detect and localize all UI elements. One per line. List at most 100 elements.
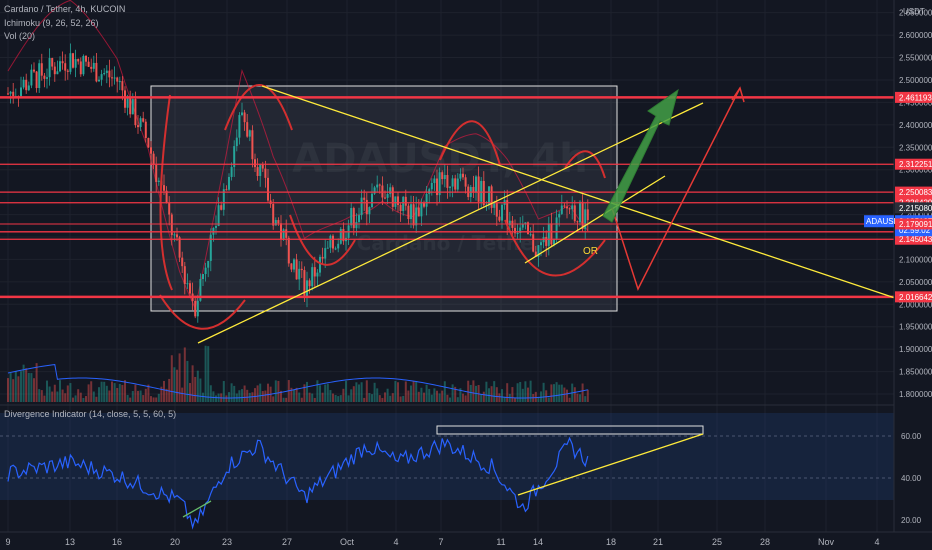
volume-bar bbox=[92, 391, 95, 402]
volume-bar bbox=[332, 393, 334, 402]
time-tick: 18 bbox=[606, 537, 616, 547]
volume-bar bbox=[425, 384, 428, 402]
volume-bar bbox=[482, 391, 485, 402]
volume-bar bbox=[98, 387, 100, 402]
candle-body bbox=[430, 182, 433, 190]
indicator-legend[interactable]: Divergence Indicator (14, close, 5, 5, 6… bbox=[4, 409, 177, 419]
volume-bar bbox=[152, 397, 155, 402]
candle-body bbox=[363, 197, 366, 200]
symbol-legend[interactable]: Cardano / Tether, 4h, KUCOIN bbox=[4, 4, 126, 14]
volume-bar bbox=[410, 385, 412, 402]
candle-body bbox=[342, 228, 345, 242]
candle-body bbox=[472, 186, 475, 193]
volume-bar bbox=[550, 384, 553, 402]
candle-body bbox=[87, 61, 90, 67]
candle-body bbox=[355, 222, 358, 229]
arc-6 bbox=[504, 219, 606, 277]
candle-body bbox=[53, 66, 56, 75]
horizontal-levels[interactable] bbox=[0, 96, 894, 299]
volume-bar bbox=[59, 380, 61, 402]
candle-body bbox=[352, 208, 355, 229]
candle-body bbox=[417, 207, 420, 217]
volume-bar bbox=[537, 397, 540, 402]
volume-bar bbox=[423, 392, 425, 402]
price-axis[interactable] bbox=[894, 0, 932, 550]
volume-bar bbox=[438, 393, 441, 402]
candle-body bbox=[579, 201, 581, 223]
volume-bar bbox=[282, 397, 285, 402]
bullish-arrow[interactable] bbox=[602, 88, 679, 223]
candle-body bbox=[527, 222, 529, 235]
projection-path[interactable] bbox=[611, 87, 741, 291]
volume-bar bbox=[378, 395, 381, 402]
candle-body bbox=[103, 72, 106, 75]
trendlines[interactable] bbox=[197, 85, 896, 344]
rsi-divergence-line[interactable] bbox=[517, 433, 704, 496]
candle-body bbox=[259, 164, 262, 176]
rsi-band bbox=[0, 413, 894, 500]
time-axis[interactable]: 9 13 16 20 23 27 Oct 4 7 11 14 18 21 25 28 Nov 4 bbox=[5, 537, 879, 547]
volume-bar bbox=[449, 397, 451, 402]
volume-bar bbox=[277, 380, 280, 402]
rsi-highlight-box[interactable] bbox=[436, 425, 704, 435]
level-badge-text: 2.461193 bbox=[899, 93, 932, 102]
candle-body bbox=[482, 180, 485, 206]
volume-bar bbox=[22, 364, 25, 402]
volume-bar bbox=[228, 392, 230, 402]
volume-bar bbox=[53, 384, 56, 402]
candle-body bbox=[35, 71, 38, 89]
volume-bar bbox=[215, 395, 217, 402]
time-tick: 28 bbox=[760, 537, 770, 547]
volume-bar bbox=[547, 397, 550, 402]
volume-bar bbox=[469, 384, 472, 402]
candle-body bbox=[209, 234, 212, 261]
candle-body bbox=[459, 173, 462, 179]
volume-bar bbox=[264, 390, 267, 402]
candle-body bbox=[443, 175, 446, 180]
volume-bar bbox=[464, 395, 467, 402]
candle-body bbox=[332, 235, 334, 249]
candle-body bbox=[493, 202, 496, 208]
candle-body bbox=[124, 90, 126, 108]
candle-body bbox=[189, 283, 191, 294]
time-tick: 23 bbox=[222, 537, 232, 547]
volume-bar bbox=[371, 394, 373, 402]
volume-bar bbox=[560, 384, 563, 402]
candle-body bbox=[555, 217, 558, 239]
volume-bar bbox=[168, 378, 171, 402]
candle-body bbox=[371, 193, 373, 208]
candle-body bbox=[534, 251, 537, 257]
volume-bar bbox=[233, 385, 236, 402]
candle-body bbox=[155, 164, 158, 182]
arc-5 bbox=[439, 120, 501, 166]
volume-bar bbox=[581, 383, 584, 402]
volume-bar bbox=[324, 384, 327, 402]
candle-body bbox=[576, 221, 579, 223]
time-tick: 20 bbox=[170, 537, 180, 547]
volume-bar bbox=[108, 390, 111, 402]
candle-body bbox=[92, 62, 95, 69]
price-tick: 2.650000 bbox=[899, 9, 932, 18]
candle-body bbox=[313, 267, 316, 277]
volume-bar bbox=[124, 380, 126, 402]
volume-bar bbox=[199, 378, 202, 402]
candle-body bbox=[521, 224, 524, 228]
candle-body bbox=[59, 61, 61, 72]
volume-bar bbox=[111, 381, 113, 402]
volume-bar bbox=[207, 346, 210, 402]
volume-bar bbox=[441, 390, 444, 402]
volume-bar bbox=[311, 393, 314, 402]
candle-body bbox=[272, 204, 275, 226]
ichimoku-legend[interactable]: Ichimoku (9, 26, 52, 26) bbox=[4, 18, 99, 28]
volume-legend[interactable]: Vol (20) bbox=[4, 31, 36, 41]
volume-bar bbox=[553, 384, 555, 402]
volume-bar bbox=[443, 381, 446, 402]
candle-body bbox=[438, 172, 441, 196]
volume-bar bbox=[163, 380, 165, 402]
short-trendline bbox=[524, 175, 666, 264]
candle-body bbox=[98, 79, 100, 82]
volume-bar bbox=[527, 387, 529, 402]
candle-body bbox=[529, 234, 532, 236]
candle-body bbox=[334, 248, 337, 250]
